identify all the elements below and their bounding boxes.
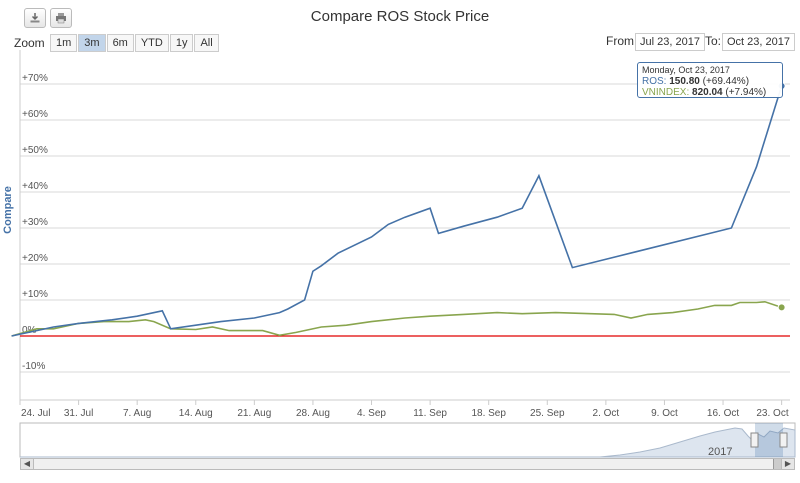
tooltip-ros-value: 150.80 (669, 76, 700, 87)
x-tick-label: 9. Oct (651, 408, 678, 419)
y-tick-label: +40% (22, 181, 48, 192)
zoom-button-ytd[interactable]: YTD (134, 34, 169, 52)
navigator-selection[interactable] (755, 423, 783, 457)
navigator[interactable]: 2017 (19, 422, 796, 458)
print-icon (56, 13, 66, 24)
x-tick-label: 28. Aug (296, 408, 330, 419)
navigator-handle-right[interactable] (779, 432, 788, 448)
from-date-input[interactable]: Jul 23, 2017 (635, 33, 705, 51)
chart-title: Compare ROS Stock Price (310, 8, 490, 25)
navigator-scrollbar[interactable]: ◀ ▶ (20, 458, 795, 470)
vnindex-series-last-point[interactable] (777, 303, 786, 312)
x-tick-label: 2. Oct (593, 408, 620, 419)
y-tick-label: +60% (22, 109, 48, 120)
tooltip-vni-label: VNINDEX (642, 87, 687, 98)
from-label: From: (606, 34, 638, 48)
x-tick-label: 24. Jul (21, 408, 50, 419)
x-tick-label: 18. Sep (471, 408, 506, 419)
scroll-right-arrow-icon[interactable]: ▶ (781, 459, 794, 469)
x-tick-label: 11. Sep (413, 408, 447, 419)
y-tick-label: -10% (22, 361, 45, 372)
download-button[interactable] (24, 8, 46, 28)
tooltip-date: Monday, Oct 23, 2017 (642, 65, 730, 75)
x-tick-label: 4. Sep (357, 408, 386, 419)
scroll-left-arrow-icon[interactable]: ◀ (21, 459, 34, 469)
x-tick-label: 7. Aug (123, 408, 151, 419)
download-icon (30, 13, 40, 23)
zoom-button-6m[interactable]: 6m (106, 34, 134, 52)
y-tick-label: +30% (22, 217, 48, 228)
x-tick-label: 21. Aug (237, 408, 271, 419)
tooltip: Monday, Oct 23, 2017 ROS: 150.80 (+69.44… (637, 62, 783, 98)
x-tick-label: 25. Sep (530, 408, 565, 419)
navigator-area (20, 427, 796, 458)
x-tick-label: 31. Jul (64, 408, 93, 419)
zoom-button-1m[interactable]: 1m (50, 34, 78, 52)
to-label: To: (705, 34, 722, 48)
tooltip-vni-change: (+7.94%) (725, 87, 767, 98)
tooltip-ros-change: (+69.44%) (702, 76, 750, 87)
print-button[interactable] (50, 8, 72, 28)
zoom-label: Zoom (14, 36, 45, 50)
y-axis: -10%0%+10%+20%+30%+40%+50%+60%+70% (22, 73, 48, 372)
y-tick-label: +10% (22, 289, 48, 300)
y-tick-label: +20% (22, 253, 48, 264)
tooltip-ros-label: ROS (642, 76, 664, 87)
ros-series-line (11, 85, 783, 337)
zoom-button-1y[interactable]: 1y (169, 34, 194, 52)
zoom-button-3m[interactable]: 3m (78, 34, 106, 52)
x-axis: 24. Jul 31. Jul 7. Aug 14. Aug 21. Aug 28. Au… (19, 400, 789, 419)
y-tick-label: +50% (22, 145, 48, 156)
grid (19, 50, 790, 401)
tooltip-vni-value: 820.04 (692, 87, 723, 98)
zoom-button-all[interactable]: All (194, 34, 219, 52)
navigator-frame (19, 422, 796, 458)
x-tick-label: 16. Oct (707, 408, 739, 419)
y-tick-label: +70% (22, 73, 48, 84)
x-tick-label: 14. Aug (179, 408, 213, 419)
zoom-button-group: 1m 3m 6m YTD 1y All (50, 34, 220, 52)
navigator-handle-left[interactable] (750, 432, 759, 448)
to-date-input[interactable]: Oct 23, 2017 (722, 33, 795, 51)
series-group (11, 82, 786, 337)
x-tick-label: 23. Oct (756, 408, 788, 419)
vnindex-series-line (11, 300, 782, 337)
y-axis-label: Compare (2, 186, 14, 234)
navigator-year-label: 2017 (708, 446, 732, 458)
